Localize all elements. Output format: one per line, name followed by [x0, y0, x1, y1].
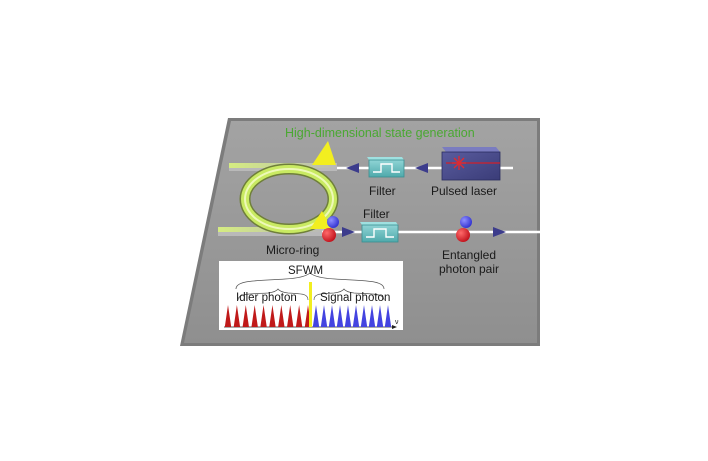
photon-pair-left [322, 216, 339, 242]
flow-arrow-top-right [415, 163, 428, 173]
idler-photon-label: Idler photon [236, 292, 297, 304]
frequency-axis-label: ν [395, 319, 399, 326]
flow-arrow-top-left [346, 163, 359, 173]
idler-peak [269, 305, 276, 327]
micro-ring [239, 163, 339, 235]
signal-peak [352, 305, 360, 327]
idler-peak [287, 305, 294, 327]
idler-peak [242, 305, 249, 327]
sfwm-inset [219, 261, 403, 330]
pump-line [309, 282, 312, 327]
idler-peak [233, 305, 241, 327]
flow-arrow-bottom-right [493, 227, 506, 237]
signal-peak [360, 305, 368, 327]
filter-top [367, 157, 405, 178]
idler-peak [295, 305, 303, 327]
photon-pair-label: Entangled photon pair [438, 248, 500, 276]
signal-peak [376, 305, 384, 327]
laser-burst-icon [452, 156, 466, 170]
signal-peak [320, 305, 328, 327]
sfwm-peaks [224, 282, 392, 327]
pulsed-laser [441, 147, 501, 181]
idler-brace [237, 288, 309, 301]
signal-peak [368, 305, 376, 327]
pulsed-laser-label: Pulsed laser [431, 184, 498, 198]
idler-peak [278, 305, 285, 327]
signal-brace [313, 288, 385, 301]
idler-peak [224, 305, 232, 327]
signal-peak [344, 305, 352, 327]
sfwm-label: SFWM [288, 265, 324, 277]
signal-peak [336, 305, 344, 327]
filter-top-label: Filter [369, 184, 396, 198]
idler-peak [251, 305, 258, 327]
signal-peak [328, 305, 336, 327]
frequency-axis-arrow [392, 325, 397, 329]
pump-arrow-top [312, 141, 336, 165]
flow-arrow-bottom-left [342, 227, 355, 237]
idler-peak [260, 305, 267, 327]
signal-peak [384, 305, 392, 327]
filter-bottom [360, 222, 399, 243]
signal-peak [312, 305, 320, 327]
signal-photon-label: Signal photon [320, 292, 391, 304]
micro-ring-label: Micro-ring [266, 243, 320, 257]
sfwm-brace [235, 272, 385, 290]
filter-bottom-label: Filter [363, 207, 390, 221]
photon-pair-right [456, 216, 472, 242]
pump-arrow-bottom [310, 211, 332, 229]
diagram-title: High-dimensional state generation [285, 126, 475, 140]
